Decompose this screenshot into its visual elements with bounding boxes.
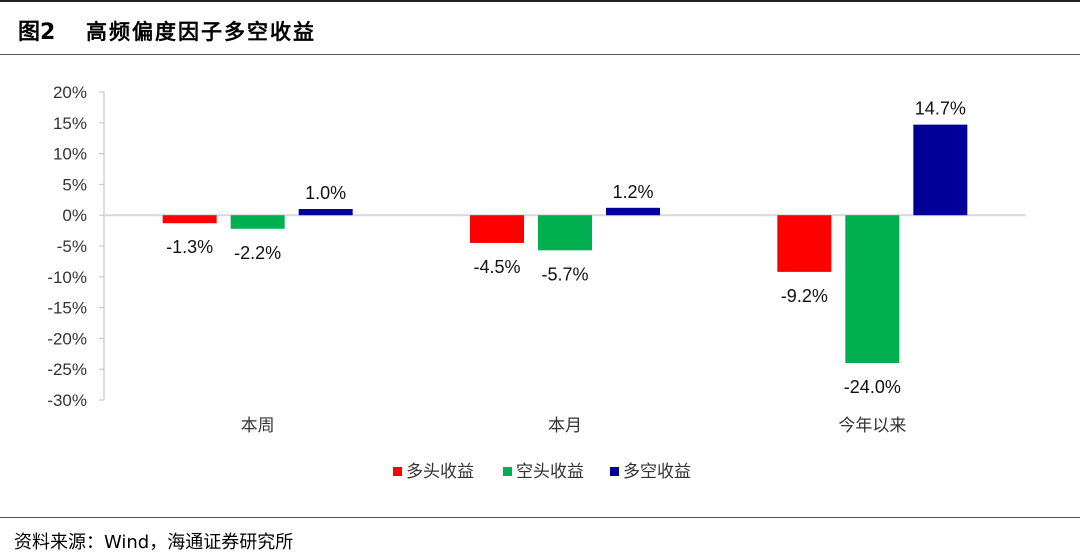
y-tick-label: -30%	[47, 391, 87, 410]
x-tick-label: 今年以来	[838, 416, 906, 435]
bar	[777, 215, 832, 272]
data-label: -1.3%	[166, 237, 213, 257]
legend-label: 多头收益	[406, 462, 474, 481]
data-label: -2.2%	[234, 243, 281, 263]
y-tick-label: -10%	[47, 268, 87, 287]
y-tick-label: 5%	[62, 175, 87, 194]
y-tick-label: -5%	[57, 237, 87, 256]
bar	[470, 215, 524, 243]
x-tick-label: 本周	[241, 416, 275, 435]
data-label: 1.0%	[305, 183, 346, 203]
legend-swatch	[503, 467, 512, 476]
bar	[913, 124, 968, 216]
data-label: -4.5%	[473, 257, 520, 277]
bar	[230, 215, 285, 229]
y-tick-label: 0%	[62, 206, 87, 225]
bar	[606, 207, 660, 216]
legend-label: 空头收益	[516, 462, 584, 481]
y-tick-label: 15%	[53, 114, 87, 133]
data-label: -24.0%	[844, 377, 901, 397]
bar	[538, 215, 592, 251]
bar	[162, 215, 217, 224]
bar	[845, 215, 900, 364]
chart-title: 高频偏度因子多空收益	[86, 20, 316, 44]
data-label: 14.7%	[915, 99, 966, 119]
bar-chart: 20% 15% 10% 5% 0% -5% -10% -15% -20% -25% -30% -1.3…	[47, 83, 1026, 481]
legend-label: 多空收益	[623, 462, 691, 481]
data-label: -9.2%	[781, 286, 828, 306]
y-tick-label: -20%	[47, 329, 87, 348]
footer: 资料来源：Wind，海通证券研究所	[0, 517, 1080, 558]
bar	[298, 209, 353, 216]
y-tick-label: 20%	[53, 83, 87, 102]
legend-swatch	[393, 467, 402, 476]
data-label: -5.7%	[541, 264, 588, 284]
data-label: 1.2%	[612, 182, 653, 202]
source-note: 资料来源：Wind，海通证券研究所	[14, 532, 294, 553]
y-tick-label: -15%	[47, 299, 87, 318]
legend-swatch	[610, 467, 619, 476]
title-bar: 图2 高频偏度因子多空收益	[0, 0, 1080, 55]
y-tick-label: 10%	[53, 145, 87, 164]
figure-number: 图2	[18, 20, 56, 45]
y-tick-label: -25%	[47, 360, 87, 379]
x-tick-label: 本月	[548, 416, 582, 435]
